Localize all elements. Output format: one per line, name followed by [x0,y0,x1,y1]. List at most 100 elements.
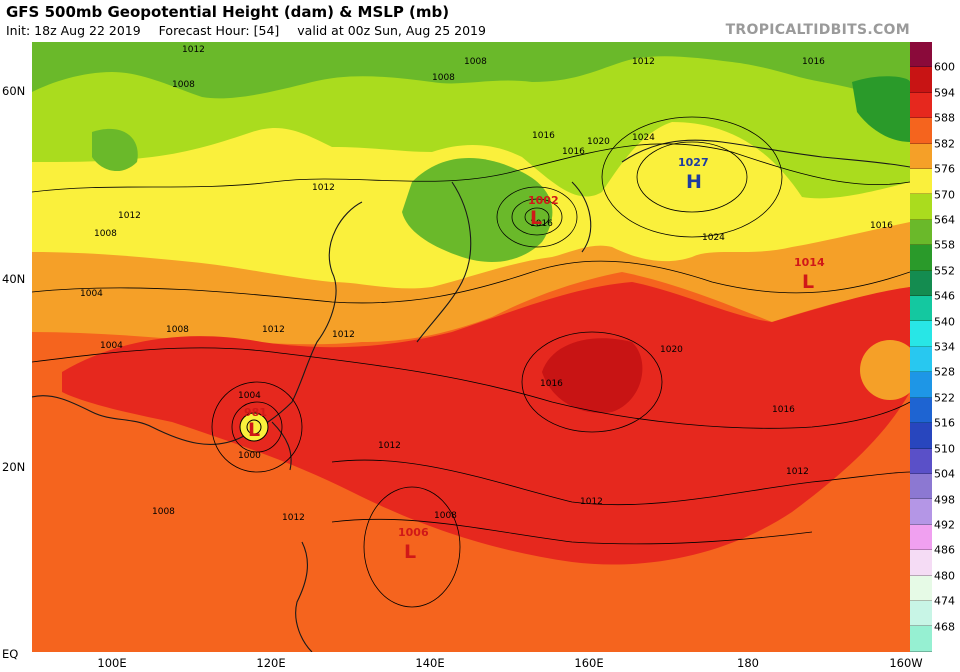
low-981-value: 981 [244,406,267,419]
colorbar-cell [910,270,932,297]
low-1006-marker: L [404,541,416,563]
lon-label-180: 180 [737,656,759,670]
colorbar-label: 564 [934,213,955,227]
isobar-label: 1004 [100,341,123,351]
colorbar-label: 468 [934,620,955,634]
lat-label-60n: 60N [2,84,26,98]
colorbar-label: 594 [934,86,955,100]
colorbar-label: 552 [934,264,955,278]
colorbar-label: 528 [934,365,955,379]
colorbar-cell [910,524,932,551]
isobar-label: 1012 [262,325,285,335]
valid-time: valid at 00z Sun, Aug 25 2019 [297,23,486,38]
isobar-label: 1016 [530,219,553,229]
isobar-label: 1020 [587,137,610,147]
colorbar-cell [910,423,932,449]
isobar-label: 1008 [464,57,487,67]
colorbar-label: 570 [934,188,955,201]
colorbar-cell [910,143,932,170]
colorbar-label: 492 [934,518,955,532]
lon-label-140e: 140E [415,656,445,670]
isobar-label: 1024 [632,133,655,143]
low-1002-value: 1002 [528,194,559,207]
isobar-label: 1012 [282,513,305,523]
colorbar-cell [910,499,932,525]
isobar-label: 1008 [172,80,195,90]
map-subtitle: Init: 18z Aug 22 2019 Forecast Hour: [54… [6,23,500,38]
colorbar [910,42,932,652]
colorbar-cell [910,219,932,246]
isobar-label: 1004 [238,391,261,401]
low-1002-marker: L [530,207,542,229]
low-1014-marker: L [802,271,814,293]
low-1006-value: 1006 [398,526,429,539]
high-1027-marker: H [686,171,702,193]
lat-label-20n: 20N [2,460,26,474]
colorbar-cell [910,169,932,195]
lon-label-120e: 120E [256,656,286,670]
colorbar-cell [910,118,932,144]
isobar-label: 1008 [434,511,457,521]
high-1027-value: 1027 [678,156,709,169]
height-fill-564-c [92,128,138,172]
colorbar-cell [910,372,932,398]
colorbar-cell [910,346,932,373]
colorbar-cell [910,296,932,322]
map-title: GFS 500mb Geopotential Height (dam) & MS… [6,3,450,21]
colorbar-label: 540 [934,315,955,329]
weather-map[interactable]: 1012 1008 1008 1016 1016 1012 1008 1012 … [32,42,910,652]
colorbar-label: 474 [934,594,955,608]
colorbar-cell [910,321,932,347]
colorbar-label: 522 [934,391,955,405]
isobar-label: 1016 [772,405,795,415]
lon-label-160w: 160W [889,656,923,670]
colorbar-label: 486 [934,543,955,557]
colorbar-label: 600 [934,60,955,74]
height-fill-564-a [32,42,910,102]
forecast-hour: Forecast Hour: [54] [158,23,280,38]
isobar-label: 1012 [182,45,205,55]
isobar-label: 1012 [378,441,401,451]
isobar-label: 1000 [238,451,261,461]
colorbar-label: 546 [934,289,955,303]
isobar-label: 1012 [332,330,355,340]
isobar-label: 1008 [152,507,175,517]
colorbar-cell [910,397,932,424]
isobar-label: 1012 [118,211,141,221]
isobar-label: 1012 [312,183,335,193]
colorbar-cell [910,575,932,601]
height-fill-558 [852,76,910,142]
colorbar-label: 558 [934,238,955,252]
pressure-centers: 1027 H 1002 L 1014 L 981 L 1006 L [244,156,825,563]
lat-label-eq: EQ [2,647,19,661]
colorbar-cell [910,245,932,271]
isobar-label: 1024 [702,233,725,243]
typhoon-eye [239,412,269,442]
height-fill-564-b [402,158,553,262]
isobar-label: 1016 [540,379,563,389]
isobar-label: 1016 [532,131,555,141]
colorbar-label: 510 [934,442,955,456]
colorbar-label: 498 [934,493,955,506]
isobar-labels: 1012 1008 1008 1016 1016 1012 1008 1012 … [80,45,893,523]
colorbar-cell [910,42,932,68]
isobar-label: 1020 [660,345,683,355]
init-time: Init: 18z Aug 22 2019 [6,23,141,38]
coastlines [32,139,910,652]
colorbar-label: 588 [934,111,955,125]
colorbar-label: 504 [934,467,955,481]
isobar-label: 1016 [870,221,893,231]
height-fill-582-spot [860,340,910,400]
colorbar-cell [910,600,932,627]
isobar-label: 1012 [632,57,655,67]
isobar-label: 1004 [80,289,103,299]
isobar-label: 1008 [166,325,189,335]
low-981-marker: L [248,419,260,441]
colorbar-cell [910,473,932,500]
lon-label-100e: 100E [97,656,127,670]
colorbar-cell [910,448,932,474]
isobar-label: 1008 [94,229,117,239]
lat-label-40n: 40N [2,272,26,286]
lon-label-160e: 160E [574,656,604,670]
isobar-label: 1012 [580,497,603,507]
